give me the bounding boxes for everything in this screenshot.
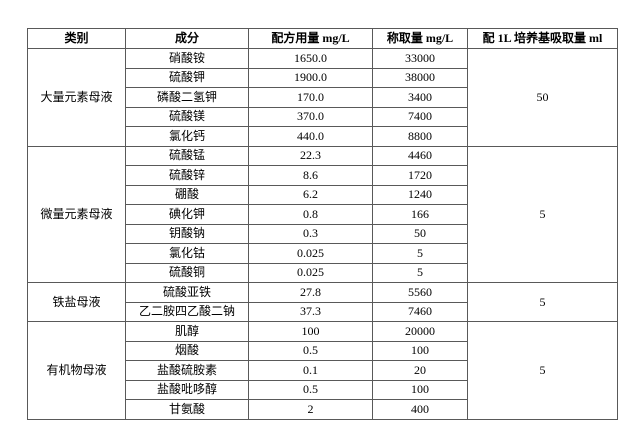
- table-row: 甘氨酸 2 400: [28, 399, 618, 420]
- component-cell: 硫酸钾: [125, 67, 249, 89]
- pipette-amount-cell: 5: [467, 321, 618, 420]
- weighed-amount-cell: 7400: [372, 106, 468, 128]
- component-cell: 硫酸镁: [125, 106, 249, 128]
- header-cell-pipette-amount: 配 1L 培养基吸取量 ml: [467, 28, 618, 49]
- formula-amount-cell: 27.8: [248, 282, 373, 303]
- table-row: 碘化钾 0.8 166: [28, 204, 618, 225]
- weighed-amount-cell: 33000: [372, 48, 468, 69]
- table-row: 大量元素母液 硝酸铵 1650.0 33000 50: [27, 48, 618, 147]
- formula-amount-cell: 0.025: [248, 243, 373, 264]
- table-row: 硫酸锌 8.6 1720: [28, 165, 618, 186]
- category-cell: 大量元素母液: [27, 48, 126, 147]
- table-row: 钥酸钠 0.3 50: [28, 223, 618, 245]
- table-row: 硼酸 6.2 1240: [28, 184, 618, 206]
- formula-amount-cell: 370.0: [248, 106, 373, 128]
- component-cell: 氯化钴: [125, 243, 249, 264]
- weighed-amount-cell: 8800: [372, 126, 468, 147]
- component-cell: 钥酸钠: [125, 223, 249, 245]
- weighed-amount-cell: 20: [372, 360, 468, 381]
- weighed-amount-cell: 20000: [372, 321, 468, 342]
- table-row: 乙二胺四乙酸二钠 37.3 7460: [28, 301, 618, 323]
- table-row: 盐酸吡哆醇 0.5 100: [28, 379, 618, 401]
- component-cell: 乙二胺四乙酸二钠: [125, 301, 249, 323]
- formula-amount-cell: 6.2: [248, 184, 373, 206]
- table-row: 氯化钴 0.025 5: [28, 243, 618, 264]
- weighed-amount-cell: 5: [372, 262, 468, 284]
- component-cell: 硫酸铜: [125, 262, 249, 284]
- component-cell: 硫酸亚铁: [125, 282, 249, 303]
- formula-amount-cell: 0.3: [248, 223, 373, 245]
- weighed-amount-cell: 5: [372, 243, 468, 264]
- table-body: 大量元素母液 硝酸铵 1650.0 33000 50 硫酸钾 1900.0 38000 磷酸二氢…: [27, 48, 618, 420]
- table-row: 磷酸二氢钾 170.0 3400: [28, 87, 618, 108]
- category-cell: 铁盐母液: [27, 282, 126, 323]
- formula-amount-cell: 8.6: [248, 165, 373, 186]
- category-cell: 有机物母液: [27, 321, 126, 420]
- header-cell-formula-amount: 配方用量 mg/L: [248, 28, 373, 49]
- weighed-amount-cell: 38000: [372, 67, 468, 89]
- header-row: 类别 成分 配方用量 mg/L 称取量 mg/L 配 1L 培养基吸取量 ml: [27, 28, 618, 49]
- table-row: 硫酸铜 0.025 5: [28, 262, 618, 284]
- formula-amount-cell: 0.8: [248, 204, 373, 225]
- formula-amount-cell: 0.025: [248, 262, 373, 284]
- weighed-amount-cell: 4460: [372, 145, 468, 167]
- weighed-amount-cell: 100: [372, 340, 468, 362]
- pipette-amount-cell: 5: [467, 282, 618, 323]
- medium-recipe-table-container: 类别 成分 配方用量 mg/L 称取量 mg/L 配 1L 培养基吸取量 ml 大量元素…: [27, 28, 618, 420]
- component-cell: 盐酸硫胺素: [125, 360, 249, 381]
- formula-amount-cell: 1650.0: [248, 48, 373, 69]
- formula-amount-cell: 0.1: [248, 360, 373, 381]
- weighed-amount-cell: 1240: [372, 184, 468, 206]
- component-cell: 氯化钙: [125, 126, 249, 147]
- component-cell: 烟酸: [125, 340, 249, 362]
- formula-amount-cell: 0.5: [248, 379, 373, 401]
- weighed-amount-cell: 1720: [372, 165, 468, 186]
- component-cell: 硼酸: [125, 184, 249, 206]
- component-cell: 硫酸锌: [125, 165, 249, 186]
- component-cell: 碘化钾: [125, 204, 249, 225]
- medium-recipe-table: 类别 成分 配方用量 mg/L 称取量 mg/L 配 1L 培养基吸取量 ml 大量元素…: [27, 28, 618, 420]
- table-row: 有机物母液 肌醇 100 20000 5: [27, 321, 618, 420]
- header-cell-category: 类别: [27, 28, 126, 49]
- weighed-amount-cell: 400: [372, 399, 468, 420]
- formula-amount-cell: 37.3: [248, 301, 373, 323]
- weighed-amount-cell: 166: [372, 204, 468, 225]
- table-row: 氯化钙 440.0 8800: [28, 126, 618, 147]
- component-cell: 甘氨酸: [125, 399, 249, 420]
- pipette-amount-cell: 5: [467, 145, 618, 284]
- weighed-amount-cell: 50: [372, 223, 468, 245]
- table-row: 铁盐母液 硫酸亚铁 27.8 5560 5: [27, 282, 618, 323]
- header-cell-weighed-amount: 称取量 mg/L: [372, 28, 468, 49]
- table-row: 微量元素母液 硫酸锰 22.3 4460 5: [27, 145, 618, 284]
- formula-amount-cell: 440.0: [248, 126, 373, 147]
- formula-amount-cell: 2: [248, 399, 373, 420]
- component-cell: 磷酸二氢钾: [125, 87, 249, 108]
- table-header: 类别 成分 配方用量 mg/L 称取量 mg/L 配 1L 培养基吸取量 ml: [27, 28, 618, 49]
- header-cell-component: 成分: [125, 28, 249, 49]
- component-cell: 盐酸吡哆醇: [125, 379, 249, 401]
- formula-amount-cell: 1900.0: [248, 67, 373, 89]
- weighed-amount-cell: 100: [372, 379, 468, 401]
- formula-amount-cell: 0.5: [248, 340, 373, 362]
- formula-amount-cell: 170.0: [248, 87, 373, 108]
- weighed-amount-cell: 3400: [372, 87, 468, 108]
- weighed-amount-cell: 5560: [372, 282, 468, 303]
- weighed-amount-cell: 7460: [372, 301, 468, 323]
- component-cell: 硝酸铵: [125, 48, 249, 69]
- category-cell: 微量元素母液: [27, 145, 126, 284]
- component-cell: 硫酸锰: [125, 145, 249, 167]
- formula-amount-cell: 22.3: [248, 145, 373, 167]
- formula-amount-cell: 100: [248, 321, 373, 342]
- component-cell: 肌醇: [125, 321, 249, 342]
- pipette-amount-cell: 50: [467, 48, 618, 147]
